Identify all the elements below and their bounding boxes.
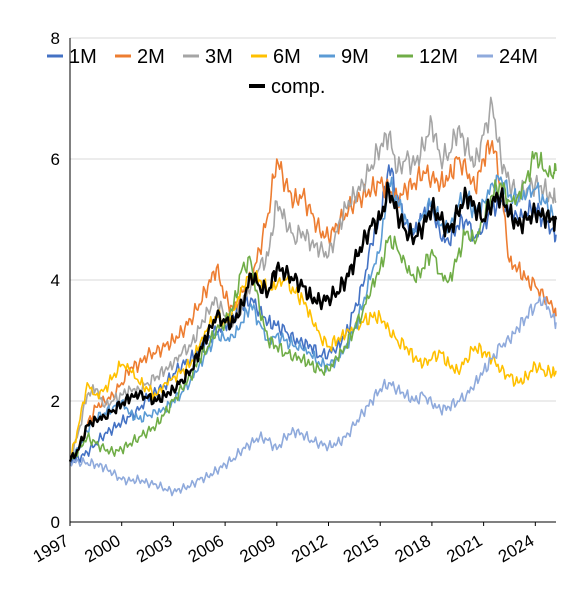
legend-label: 6M [273,46,301,68]
gridlines [70,37,556,402]
legend: 1M 2M 3M 6M 9M 12M 24M comp. [47,46,538,98]
legend-label: 2M [137,46,165,68]
series-lines [68,96,558,497]
legend-label: 12M [419,46,458,68]
legend-label: 3M [205,46,233,68]
y-tick-label: 0 [51,513,60,532]
series-line-12m [69,150,557,462]
series-line-2m [69,139,557,462]
y-tick-label: 8 [51,29,60,48]
y-tick-label: 2 [51,392,60,411]
x-tick-label: 2000 [81,531,123,566]
legend-label: comp. [271,76,325,98]
x-tick-label: 2024 [495,531,537,566]
legend-label: 1M [69,46,97,68]
x-tick-label: 2015 [340,531,382,566]
series-line-1m [69,164,557,464]
series-line-9m [69,174,557,462]
y-tick-label: 6 [51,150,60,169]
legend-label: 24M [499,46,538,68]
x-tick-label: 2021 [443,531,485,566]
series-line-comp [68,181,558,462]
x-tick-label: 2003 [133,531,175,566]
series-line-3m [69,96,557,462]
x-tick-label: 1997 [30,531,72,566]
x-tick-label: 2012 [288,531,330,566]
axes: 0 2 4 6 8 1997 2000 2003 2006 2009 2012 2015 2018 202… [30,29,556,566]
legend-label: 9M [341,46,369,68]
x-tick-label: 2018 [392,531,434,566]
y-tick-label: 4 [51,271,60,290]
x-tick-label: 2006 [185,531,227,566]
series-line-6m [69,270,557,462]
series-line-24m [69,296,557,497]
x-tick-label: 2009 [237,531,279,566]
